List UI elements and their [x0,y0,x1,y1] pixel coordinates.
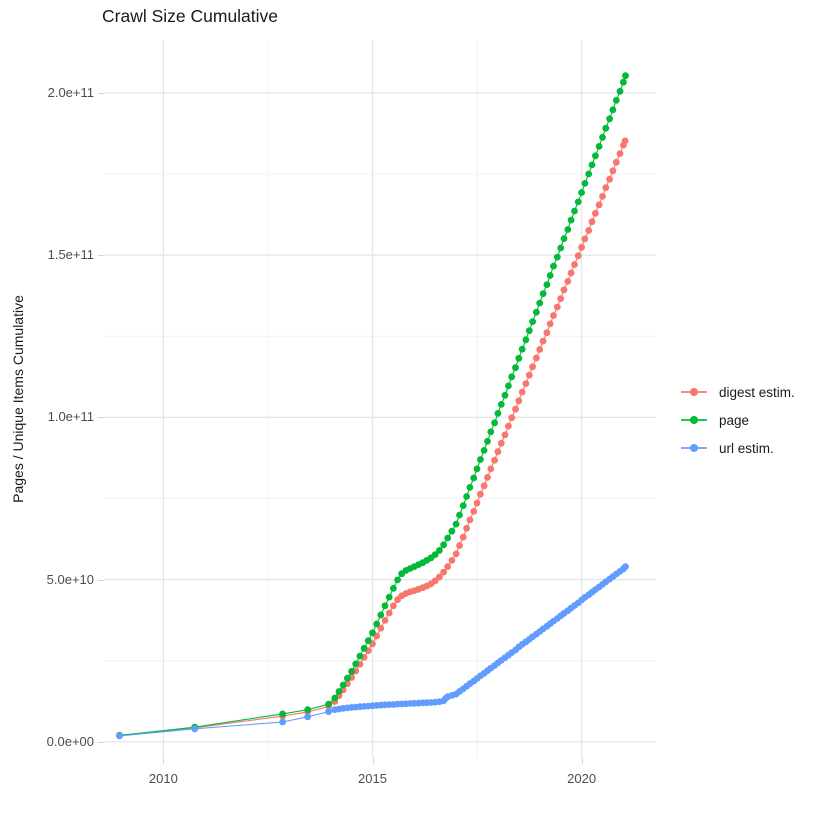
legend-item-url-estim: url estim. [681,434,795,462]
y-tick-label: 5.0e+10 [46,571,94,587]
legend-label-url-estim: url estim. [719,440,774,456]
legend-item-digest-estim: digest estim. [681,378,795,406]
legend-label-digest-estim: digest estim. [719,384,795,400]
legend-key-page-icon [681,413,707,427]
y-axis-title: Pages / Unique Items Cumulative [10,295,26,503]
y-tick-mark [98,255,104,257]
y-tick-mark [98,741,104,743]
x-tick-mark [581,758,583,764]
y-tick-mark [98,579,104,581]
gridlines-major [104,40,656,758]
legend-label-page: page [719,412,750,428]
y-tick-label: 1.0e+11 [47,409,94,425]
legend-item-page: page [681,406,795,434]
plot-panel [104,40,656,758]
series-page [116,72,629,739]
x-tick-label: 2020 [567,771,597,786]
series-url-estim- [116,563,629,740]
y-tick-label: 2.0e+11 [47,84,94,100]
chart-title: Crawl Size Cumulative [102,6,279,26]
gridlines-minor [104,40,656,758]
y-tick-label: 0.0e+00 [46,733,94,749]
legend-key-url-icon [681,441,707,455]
x-tick-label: 2010 [148,771,178,786]
x-tick-label: 2015 [358,771,387,786]
x-tick-mark [372,758,374,764]
y-tick-label: 1.5e+11 [47,247,94,263]
x-tick-mark [163,758,165,764]
y-tick-mark [98,417,104,419]
legend: digest estim. page url estim. [681,378,795,462]
legend-key-digest-icon [681,385,707,399]
y-tick-mark [98,92,104,94]
series-digest-estim- [116,137,629,739]
